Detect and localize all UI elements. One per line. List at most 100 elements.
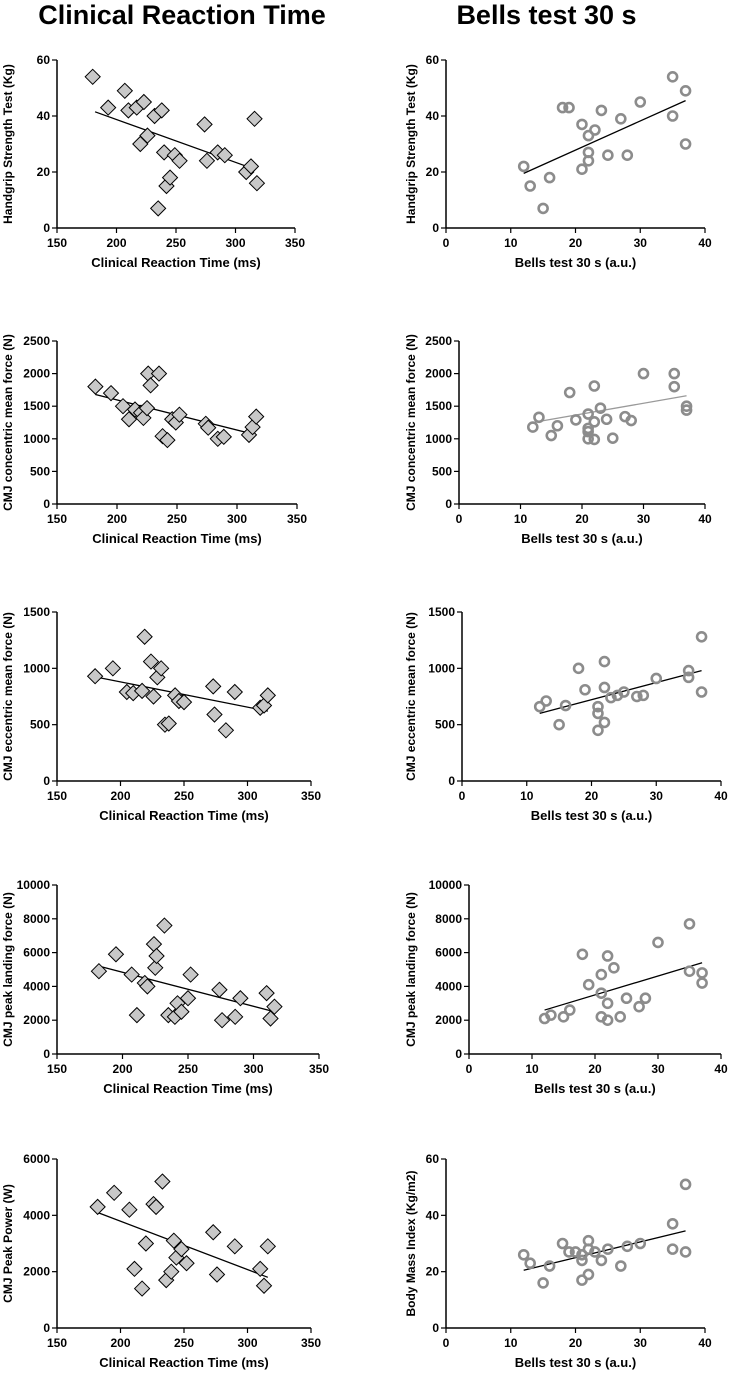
data-point	[576, 1274, 588, 1286]
x-tick-label: 0	[459, 789, 466, 803]
data-point	[668, 367, 681, 380]
y-tick-label: 60	[37, 53, 51, 67]
data-point	[637, 367, 650, 380]
data-point	[601, 950, 614, 962]
data-point	[138, 399, 156, 417]
data-point	[179, 990, 197, 1007]
data-point	[153, 102, 170, 119]
chart-panel-5: 0 500 1000 1500 150 200 250 300 350 Clinical Reac…	[1, 605, 321, 823]
y-tick-label: 0	[43, 497, 50, 511]
y-tick-label: 2000	[23, 367, 50, 381]
data-point	[145, 688, 162, 705]
x-tick-label: 300	[225, 236, 245, 250]
x-tick-label: 150	[47, 512, 67, 526]
x-tick-label: 150	[47, 236, 67, 250]
data-point	[595, 104, 608, 117]
x-tick-label: 250	[174, 1336, 194, 1350]
x-tick-label: 20	[569, 1336, 583, 1350]
data-point	[679, 1178, 692, 1191]
data-point	[86, 668, 104, 685]
y-tick-label: 60	[426, 1152, 440, 1166]
data-point	[208, 1266, 226, 1283]
data-point	[242, 158, 260, 175]
x-tick-label: 10	[525, 1062, 539, 1076]
x-tick-label: 10	[514, 512, 528, 526]
data-point	[84, 68, 101, 86]
y-axis-label: CMJ Peak Power (W)	[1, 1184, 15, 1303]
data-point	[133, 1280, 151, 1297]
data-point	[159, 431, 176, 449]
regression-line	[532, 395, 687, 424]
data-point	[196, 116, 213, 133]
data-point	[211, 981, 228, 998]
x-tick-label: 300	[237, 1336, 257, 1350]
x-tick-label: 250	[174, 789, 194, 803]
x-tick-label: 150	[47, 789, 67, 803]
data-point	[533, 411, 545, 424]
data-point	[217, 722, 235, 739]
y-tick-label: 60	[426, 53, 440, 67]
x-axis-label: Bells test 30 s (a.u.)	[515, 255, 636, 270]
data-point	[592, 724, 604, 737]
chart-panel-2: 0 20 40 60 0 10 20 30 40 Bells test 30 s (a.u.) Ha…	[404, 53, 712, 270]
chart-panel-6: 0 500 1000 1500 0 10 20 30 40 Bells test 30 s (a.…	[404, 605, 728, 823]
data-point	[595, 968, 608, 981]
y-axis-label: Body Mass Index (Kg/m2)	[404, 1170, 418, 1316]
y-tick-label: 4000	[23, 1208, 50, 1222]
data-point	[150, 365, 168, 382]
x-tick-label: 200	[110, 789, 130, 803]
data-point	[255, 1277, 273, 1294]
data-point	[206, 706, 223, 723]
data-point	[563, 101, 575, 114]
data-point	[679, 138, 692, 150]
y-tick-label: 4000	[435, 979, 462, 993]
chart-panel-3: 0 500 1000 1500 2000 2500 150 200 250 300 350 Clini…	[1, 334, 307, 546]
y-tick-label: 1000	[23, 661, 50, 675]
y-tick-label: 6000	[23, 1152, 50, 1166]
data-point	[615, 1260, 627, 1272]
data-point	[625, 414, 638, 427]
data-point	[588, 380, 601, 392]
data-point	[90, 962, 108, 980]
data-point	[679, 1246, 692, 1258]
y-tick-label: 1500	[23, 399, 50, 413]
data-point	[582, 432, 594, 445]
x-tick-label: 250	[178, 1062, 198, 1076]
y-tick-label: 1000	[23, 432, 50, 446]
chart-panel-7: 0 2000 4000 6000 8000 10000 150 200 250 300 350 Cli…	[1, 878, 329, 1096]
data-point	[216, 146, 233, 164]
data-point	[615, 113, 627, 125]
x-tick-label: 20	[569, 236, 583, 250]
chart-panel-1: 0 20 40 60 150 200 250 300 350 Clinical Reaction …	[1, 53, 305, 270]
data-point	[526, 421, 539, 433]
data-point	[120, 411, 138, 428]
chart-panel-4: 0 500 1000 1500 2000 2500 0 10 20 30 40 Bells test …	[404, 334, 712, 546]
data-point	[600, 413, 613, 426]
y-tick-label: 6000	[435, 946, 462, 960]
data-point	[652, 936, 664, 949]
data-point	[680, 404, 693, 416]
x-tick-label: 40	[698, 1336, 712, 1350]
x-tick-label: 30	[634, 236, 648, 250]
data-point	[87, 378, 104, 395]
data-point	[589, 124, 601, 136]
y-axis-label: CMJ concentric mean force (N)	[1, 334, 15, 511]
data-point	[563, 386, 576, 399]
data-point	[582, 1268, 595, 1281]
data-point	[680, 400, 693, 413]
data-point	[576, 118, 588, 131]
data-point	[551, 419, 564, 432]
x-tick-label: 0	[443, 1336, 450, 1350]
data-point	[582, 408, 594, 420]
x-tick-label: 20	[588, 1062, 602, 1076]
data-point	[543, 1260, 556, 1272]
data-point	[576, 163, 588, 175]
y-tick-label: 500	[435, 718, 455, 732]
y-tick-label: 1000	[425, 432, 452, 446]
data-point	[696, 977, 708, 989]
data-point	[156, 917, 173, 934]
y-tick-label: 10000	[429, 878, 463, 892]
data-point	[631, 690, 643, 703]
x-tick-label: 350	[309, 1062, 329, 1076]
data-point	[570, 414, 582, 426]
